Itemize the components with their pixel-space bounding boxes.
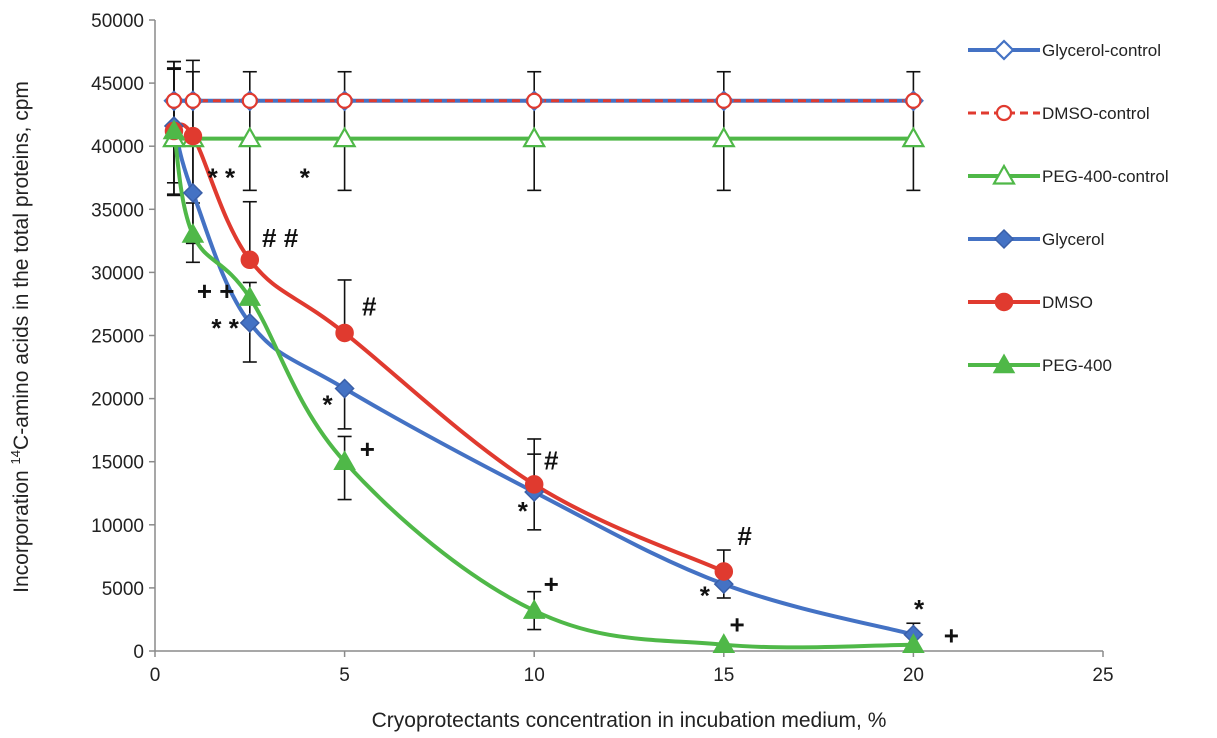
data-point <box>334 378 355 399</box>
data-point <box>526 92 543 109</box>
y-tick-label: 30000 <box>91 263 144 284</box>
annotation-mark: + <box>360 434 375 464</box>
legend-label: DMSO <box>1042 293 1093 312</box>
legend-label: Glycerol-control <box>1042 41 1161 60</box>
annotation-mark: + + <box>197 276 235 306</box>
annotation-mark: + <box>544 569 559 599</box>
data-point <box>711 126 736 148</box>
annotation-mark: # <box>737 521 752 551</box>
annotation-mark: * * <box>208 163 236 193</box>
legend-marker <box>993 228 1015 250</box>
legend-label: Glycerol <box>1042 230 1104 249</box>
data-point <box>332 126 357 148</box>
y-tick-label: 25000 <box>91 327 144 348</box>
data-point <box>181 223 205 243</box>
data-point <box>336 92 353 109</box>
y-tick-label: 0 <box>133 642 144 663</box>
data-point <box>182 182 203 203</box>
series-lines <box>171 98 914 650</box>
x-axis-title: Cryoprotectants concentration in incubat… <box>372 709 887 732</box>
legend-label: DMSO-control <box>1042 104 1150 123</box>
y-tick-label: 50000 <box>91 11 144 32</box>
error-bars <box>166 59 921 635</box>
annotation-mark: # # <box>262 223 299 253</box>
data-point <box>333 450 356 470</box>
series-line <box>172 125 914 637</box>
data-point <box>240 250 260 270</box>
y-tick-label: 10000 <box>91 516 144 537</box>
legend-marker <box>994 292 1014 312</box>
legend-marker <box>995 104 1013 122</box>
data-point <box>715 92 732 109</box>
y-axis-title-superscript: 14 <box>8 450 23 464</box>
significance-annotations: * * *# #+ +* *#*+ #*+#*+*+ <box>197 163 959 651</box>
y-axis-title: Incorporation 14C-amino acids in the tot… <box>8 81 33 593</box>
x-tick-label: 0 <box>150 665 161 686</box>
annotation-mark: # <box>362 291 377 321</box>
x-tick-label: 15 <box>713 665 734 686</box>
y-axis-title-rest: C-amino acids in the total proteins, cpm <box>10 81 33 450</box>
annotation-mark: * <box>914 594 925 624</box>
data-point <box>714 562 734 581</box>
y-tick-label: 35000 <box>91 200 144 221</box>
annotation-mark: * * <box>211 313 239 343</box>
legend: Glycerol-control DMSO-control PEG-400-cont… <box>968 39 1169 375</box>
data-point <box>335 323 354 343</box>
legend-label: PEG-400 <box>1042 356 1112 375</box>
y-tick-label: 45000 <box>91 74 144 95</box>
data-point <box>241 92 258 109</box>
data-point <box>712 633 736 653</box>
annotation-mark: + <box>729 609 744 639</box>
annotation-mark: # <box>544 445 559 475</box>
legend-marker <box>992 163 1016 185</box>
data-point <box>183 126 203 146</box>
data-point <box>901 126 926 148</box>
y-tick-label: 15000 <box>91 453 144 474</box>
x-tick-label: 25 <box>1092 665 1113 686</box>
data-point <box>713 574 734 595</box>
legend-marker <box>993 39 1015 61</box>
y-axis-title-prefix: Incorporation <box>10 464 33 592</box>
series-line <box>173 122 725 574</box>
data-point <box>165 92 183 109</box>
legend-label: PEG-400-control <box>1042 167 1169 186</box>
data-point <box>238 286 262 306</box>
data-point <box>524 475 544 494</box>
series-markers <box>162 90 926 653</box>
data-point <box>905 92 922 109</box>
y-tick-label: 40000 <box>91 137 144 158</box>
annotation-mark: * <box>700 580 711 610</box>
y-tick-label: 5000 <box>102 579 144 600</box>
data-point <box>239 312 260 333</box>
annotation-mark: * <box>518 496 529 526</box>
x-tick-label: 10 <box>524 665 545 686</box>
data-point <box>237 126 262 148</box>
data-point <box>522 599 546 619</box>
x-tick-label: 5 <box>339 665 350 686</box>
data-point <box>184 92 202 109</box>
axes: 0 5000 10000 15000 20000 25000 30000 35000 40000… <box>91 11 1113 686</box>
annotation-mark: + <box>944 621 959 651</box>
data-point <box>162 119 186 140</box>
legend-marker <box>992 353 1016 374</box>
y-tick-label: 20000 <box>91 390 144 411</box>
annotation-mark: * <box>300 163 311 193</box>
annotation-mark: * <box>322 390 333 420</box>
data-point <box>902 633 925 653</box>
data-point <box>522 126 547 148</box>
x-tick-label: 20 <box>903 665 924 686</box>
